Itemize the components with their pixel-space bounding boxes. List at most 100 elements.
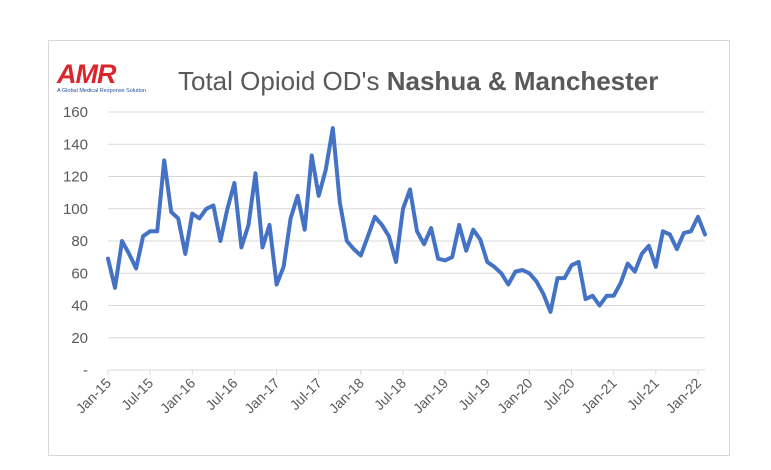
data-point	[317, 194, 321, 198]
data-point	[612, 294, 616, 298]
data-point	[549, 310, 553, 314]
data-point	[633, 270, 637, 274]
data-point	[457, 223, 461, 227]
data-point	[183, 252, 187, 256]
x-tick-label: Jan-18	[325, 375, 367, 417]
x-tick-label: Jul-20	[539, 375, 577, 413]
data-point	[577, 260, 581, 264]
data-point	[239, 245, 243, 249]
data-point	[211, 204, 215, 208]
data-point	[471, 228, 475, 232]
series-group	[106, 126, 707, 314]
data-point	[422, 242, 426, 246]
data-point	[232, 181, 236, 185]
data-point	[401, 207, 405, 211]
x-tick-label: Jul-16	[202, 375, 240, 413]
data-point	[513, 270, 517, 274]
data-point	[640, 252, 644, 256]
data-point	[485, 260, 489, 264]
data-point	[113, 286, 117, 290]
data-point	[408, 187, 412, 191]
y-tick-label: 120	[63, 169, 88, 186]
data-point	[527, 271, 531, 275]
data-point	[204, 207, 208, 211]
y-axis-ticks: - 20 40 60 80 100 120 140 160	[63, 104, 88, 379]
x-tick-label: Jan-17	[241, 375, 283, 417]
data-point	[387, 234, 391, 238]
y-tick-label: 160	[63, 104, 88, 121]
data-point	[190, 212, 194, 216]
data-point	[464, 249, 468, 253]
data-point	[197, 216, 201, 220]
logo-tagline: A Global Medical Response Solution	[57, 88, 146, 94]
data-point	[254, 171, 258, 175]
data-point	[261, 245, 265, 249]
data-point	[247, 223, 251, 227]
data-point	[626, 262, 630, 266]
x-tick-label: Jan-16	[157, 375, 199, 417]
data-point	[303, 228, 307, 232]
data-point	[605, 294, 609, 298]
data-point	[450, 255, 454, 259]
data-point	[429, 226, 433, 230]
data-point	[675, 247, 679, 251]
data-point	[542, 292, 546, 296]
data-point	[556, 276, 560, 280]
data-point	[654, 265, 658, 269]
data-point	[668, 233, 672, 237]
gridlines	[108, 111, 705, 371]
data-point	[324, 168, 328, 172]
data-point	[696, 215, 700, 219]
data-point	[703, 233, 707, 237]
chart-title: Total Opioid OD's Nashua & Manchester	[178, 64, 658, 98]
logo-wordmark: AMR	[57, 59, 116, 89]
data-point	[682, 231, 686, 235]
data-point	[563, 276, 567, 280]
data-point	[373, 215, 377, 219]
data-point	[598, 304, 602, 308]
data-point	[661, 229, 665, 233]
x-axis-ticks: Jan-15 Jul-15 Jan-16 Jul-16 Jan-17 Jul-17 Jan-…	[73, 370, 705, 417]
data-point	[127, 252, 131, 256]
data-point	[520, 268, 524, 272]
title-normal: Total Opioid OD's	[178, 66, 380, 96]
data-point	[359, 254, 363, 258]
y-tick-label: 140	[63, 136, 88, 153]
data-point	[155, 229, 159, 233]
data-point	[584, 297, 588, 301]
y-tick-label: -	[83, 362, 88, 379]
y-tick-label: 20	[71, 330, 88, 347]
data-point	[443, 258, 447, 262]
x-tick-label: Jul-21	[624, 375, 662, 413]
x-tick-label: Jan-20	[494, 375, 536, 417]
data-point	[134, 266, 138, 270]
data-point	[141, 234, 145, 238]
data-point	[120, 239, 124, 243]
x-tick-label: Jan-21	[578, 375, 620, 417]
data-point	[176, 216, 180, 220]
data-point	[106, 257, 110, 261]
data-point	[338, 200, 342, 204]
data-point	[415, 229, 419, 233]
data-point	[268, 223, 272, 227]
data-point	[352, 247, 356, 251]
amr-logo: AMR A Global Medical Response Solution	[57, 60, 157, 96]
data-point	[275, 283, 279, 287]
data-point	[619, 281, 623, 285]
data-point	[225, 207, 229, 211]
data-point	[647, 244, 651, 248]
data-point	[506, 283, 510, 287]
data-point	[289, 216, 293, 220]
data-point	[366, 234, 370, 238]
data-point	[394, 260, 398, 264]
x-tick-label: Jan-19	[410, 375, 452, 417]
x-tick-label: Jul-18	[371, 375, 409, 413]
data-point	[380, 223, 384, 227]
data-point	[492, 265, 496, 269]
x-tick-label: Jan-15	[73, 375, 115, 417]
data-point	[218, 239, 222, 243]
x-tick-label: Jul-19	[455, 375, 493, 413]
x-tick-label: Jan-22	[663, 375, 705, 417]
data-point	[310, 154, 314, 158]
